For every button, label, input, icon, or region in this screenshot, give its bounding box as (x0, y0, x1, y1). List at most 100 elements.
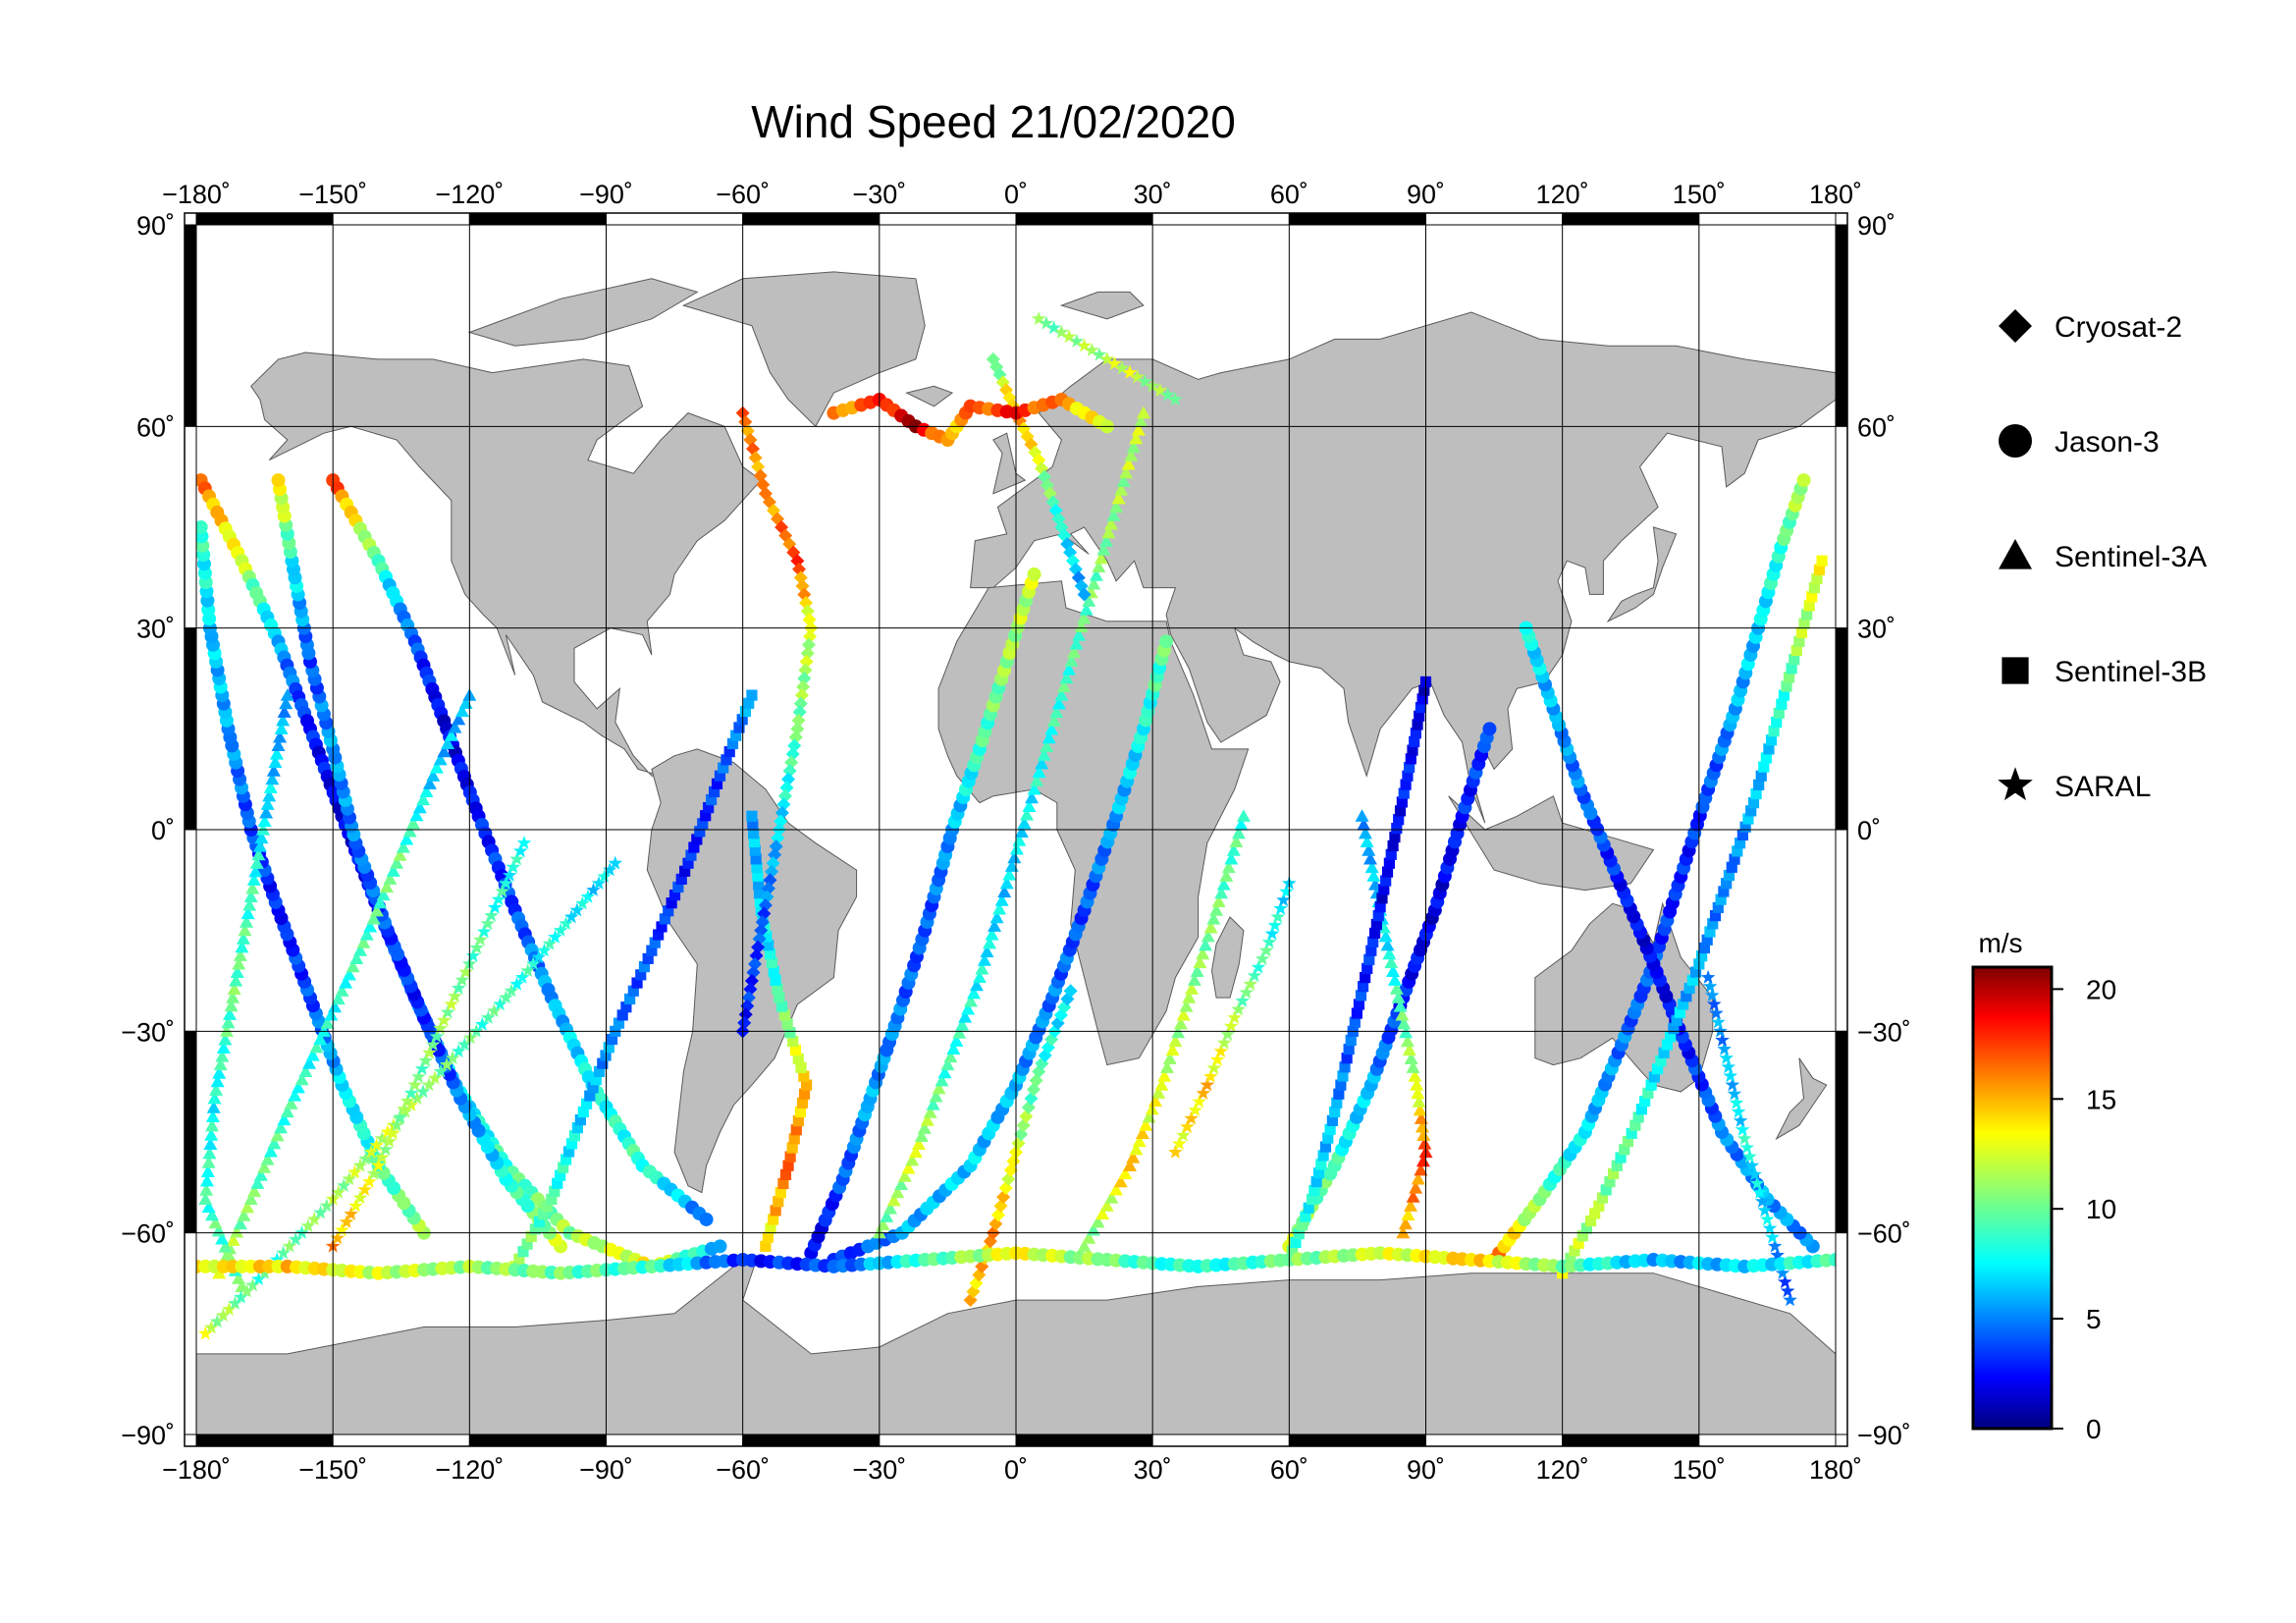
track-point (1148, 1094, 1162, 1108)
track-point (1054, 324, 1069, 339)
track-point (1168, 1034, 1183, 1048)
track-point (267, 1136, 282, 1150)
frame-segment-bottom (332, 1434, 470, 1447)
track-point (211, 1223, 226, 1237)
track-point (1725, 1077, 1740, 1092)
track-point (298, 1064, 313, 1077)
track-point (202, 1146, 217, 1160)
track-point (1796, 473, 1811, 488)
track-point (268, 755, 283, 769)
land-arctic-islands (467, 278, 699, 347)
legend-item-jason-3: Jason-3 (1999, 424, 2160, 459)
track-point (777, 788, 792, 803)
track-point (1763, 743, 1775, 755)
track-point (955, 1018, 970, 1031)
track-point (880, 1210, 894, 1222)
track-point (1044, 722, 1059, 735)
lon-tick-label-top: −30˚ (852, 180, 906, 209)
track-point (324, 1007, 339, 1021)
track-point (1355, 809, 1369, 822)
track-point (294, 1072, 309, 1086)
lon-tick-label-bottom: 30˚ (1134, 1455, 1172, 1485)
track-point (796, 1097, 809, 1109)
track-point (1165, 1043, 1180, 1056)
lon-tick-label-top: 30˚ (1134, 180, 1172, 209)
lat-tick-label-right: 30˚ (1857, 615, 1896, 644)
track-point (348, 1198, 363, 1213)
track-point (469, 940, 485, 954)
track-point (445, 1051, 460, 1064)
track-point (932, 1081, 946, 1095)
track-point (790, 1124, 802, 1136)
track-point (886, 1193, 901, 1207)
lon-tick-label-bottom: 180˚ (1809, 1455, 1862, 1485)
track-point (1220, 1027, 1235, 1041)
track-jason-3 (189, 1246, 1842, 1280)
track-point (1182, 991, 1197, 1003)
track-point (451, 980, 466, 995)
lon-tick-label-bottom: −150˚ (298, 1455, 367, 1485)
track-point (1027, 782, 1041, 795)
track-point (1771, 716, 1783, 729)
track-point (242, 898, 257, 911)
track-point (208, 1216, 223, 1229)
track-point (770, 1205, 781, 1217)
track-point (1723, 1068, 1738, 1083)
track-point (422, 1045, 437, 1059)
track-point (537, 943, 552, 957)
track-point (1387, 839, 1399, 852)
track-point (339, 1215, 354, 1228)
track-point (1353, 999, 1365, 1010)
track-point (279, 696, 294, 710)
track-point (352, 1158, 368, 1172)
track-point (1700, 969, 1716, 984)
frame-segment-top (1151, 212, 1290, 226)
track-point (801, 1079, 813, 1091)
track-point (1808, 582, 1820, 594)
frame-segment-top (1015, 212, 1153, 226)
track-point (397, 1102, 411, 1115)
legend-marker-circle (1999, 424, 2032, 458)
track-point (1415, 701, 1427, 714)
track-point (363, 1144, 379, 1159)
track-point (1806, 591, 1818, 603)
lat-tick-label-right: 90˚ (1857, 211, 1896, 241)
track-point (1273, 900, 1288, 915)
track-point (415, 1084, 431, 1099)
track-point (1337, 1070, 1349, 1082)
track-point (1025, 790, 1040, 804)
track-point (750, 853, 762, 865)
track-point (416, 792, 431, 806)
track-point (1054, 688, 1069, 701)
track-point (1744, 1158, 1760, 1172)
track-point (1381, 866, 1394, 878)
track-point (1308, 1184, 1320, 1197)
track-point (339, 976, 353, 989)
track-point (999, 876, 1014, 890)
track-point (1370, 918, 1382, 931)
track-point (1731, 1104, 1746, 1118)
track-point (1061, 662, 1076, 676)
track-point (1414, 710, 1425, 722)
track-point (1789, 654, 1800, 666)
track-point (1801, 609, 1813, 621)
track-point (393, 1109, 408, 1124)
track-point (509, 976, 524, 991)
track-point (1749, 1175, 1765, 1190)
track-point (1168, 392, 1183, 406)
track-point (393, 848, 407, 861)
track-point (277, 705, 292, 718)
lat-tick-label-left: 30˚ (136, 615, 175, 644)
frame-segment-bottom (1015, 1434, 1153, 1447)
track-point (1411, 1086, 1425, 1100)
track-point (233, 1217, 247, 1230)
track-point (773, 1196, 784, 1208)
track-point (224, 999, 239, 1012)
frame-segment-right (1835, 425, 1848, 629)
track-point (1717, 1041, 1732, 1055)
lat-tick-label-left: 0˚ (151, 816, 175, 845)
track-point (452, 712, 466, 726)
track-point (201, 1156, 216, 1168)
land-eurasia (970, 311, 1837, 824)
track-point (1742, 1149, 1757, 1163)
